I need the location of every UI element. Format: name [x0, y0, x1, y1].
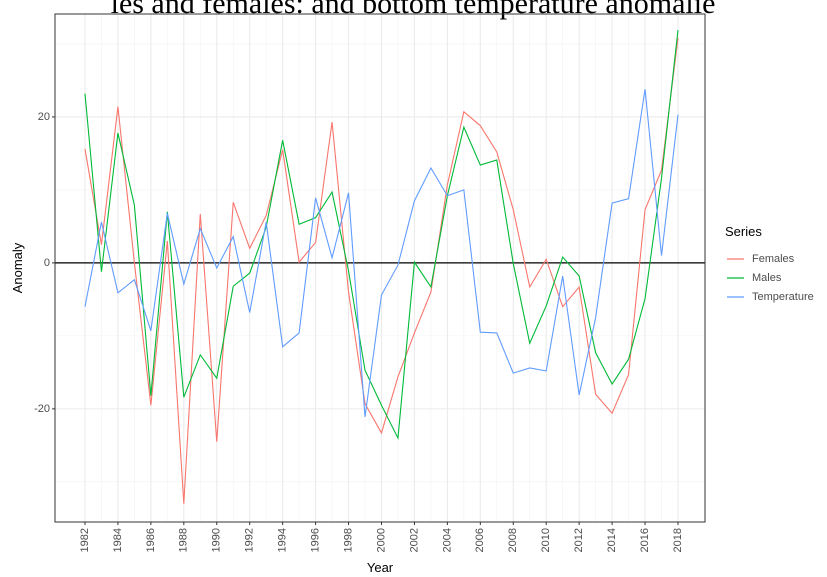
- chart-title: les and females: and bottom temperature …: [111, 0, 716, 20]
- x-tick-label: 2000: [375, 528, 387, 552]
- x-tick-label: 2006: [474, 528, 486, 552]
- x-tick-label: 1990: [211, 528, 223, 552]
- x-tick-label: 2012: [573, 528, 585, 552]
- y-tick-label: 20: [38, 111, 50, 123]
- series-line: [84, 89, 679, 417]
- x-tick-label: 2008: [507, 528, 519, 552]
- x-tick-label: 2002: [408, 528, 420, 552]
- series-line: [84, 38, 679, 504]
- legend-label: Males: [752, 272, 782, 284]
- x-tick-label: 1996: [309, 528, 321, 552]
- x-tick-label: 1998: [342, 528, 354, 552]
- legend-label: Temperature: [752, 291, 814, 303]
- legend-label: Females: [752, 253, 795, 265]
- x-axis-title: Year: [367, 560, 394, 575]
- y-tick-label: 0: [44, 257, 50, 269]
- x-tick-label: 2018: [672, 528, 684, 552]
- series-line: [84, 29, 679, 441]
- x-tick-label: 2014: [606, 528, 618, 552]
- x-tick-label: 2016: [639, 528, 651, 552]
- x-tick-label: 1984: [112, 528, 124, 552]
- x-tick-label: 1986: [145, 528, 157, 552]
- y-axis-title: Anomaly: [10, 242, 25, 293]
- x-tick-label: 1994: [277, 528, 289, 552]
- y-tick-label: -20: [34, 403, 50, 415]
- x-tick-label: 2010: [540, 528, 552, 552]
- panel-border: [54, 13, 706, 523]
- x-tick-label: 1988: [178, 528, 190, 552]
- legend-title: Series: [725, 224, 762, 239]
- x-tick-label: 1992: [244, 528, 256, 552]
- x-tick-label: 2004: [441, 528, 453, 552]
- x-tick-label: 1982: [79, 528, 91, 552]
